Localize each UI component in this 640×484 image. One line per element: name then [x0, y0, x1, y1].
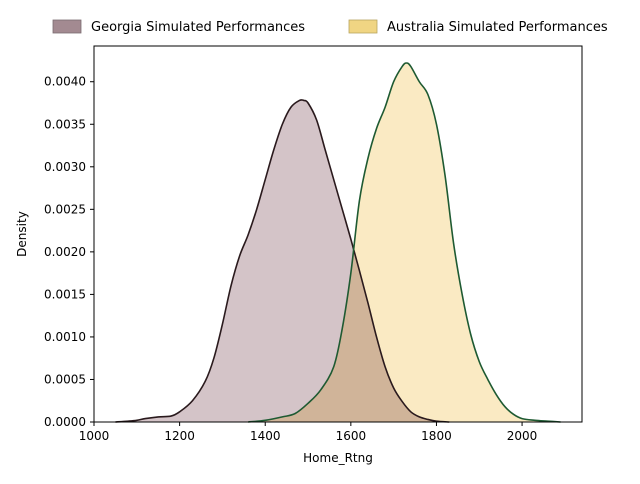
- legend-swatch-0: [53, 20, 81, 33]
- legend: Georgia Simulated Performances Australia …: [53, 20, 608, 35]
- legend-swatch-1: [349, 20, 377, 33]
- y-tick-label: 0.0030: [44, 160, 86, 174]
- x-tick-label: 1400: [250, 429, 281, 443]
- x-tick-label: 1800: [421, 429, 452, 443]
- x-tick-label: 1600: [336, 429, 367, 443]
- legend-label-1: Australia Simulated Performances: [387, 20, 608, 35]
- y-axis-label: Density: [15, 211, 29, 257]
- x-tick-label: 2000: [507, 429, 538, 443]
- series-fills: [115, 63, 560, 422]
- y-axis: 0.0000 0.0005 0.0010 0.0015 0.0020 0.0025 0.00…: [44, 75, 94, 429]
- x-axis-label: Home_Rtng: [303, 451, 373, 465]
- y-tick-label: 0.0015: [44, 287, 86, 301]
- y-tick-label: 0.0040: [44, 75, 86, 89]
- x-tick-label: 1200: [164, 429, 195, 443]
- y-tick-label: 0.0005: [44, 372, 86, 386]
- y-tick-label: 0.0035: [44, 117, 86, 131]
- y-tick-label: 0.0020: [44, 245, 86, 259]
- y-tick-label: 0.0000: [44, 415, 86, 429]
- x-axis: 1000 1200 1400 1600 1800 2000: [79, 422, 538, 443]
- x-tick-label: 1000: [79, 429, 110, 443]
- y-tick-label: 0.0025: [44, 202, 86, 216]
- legend-label-0: Georgia Simulated Performances: [91, 20, 305, 35]
- y-tick-label: 0.0010: [44, 330, 86, 344]
